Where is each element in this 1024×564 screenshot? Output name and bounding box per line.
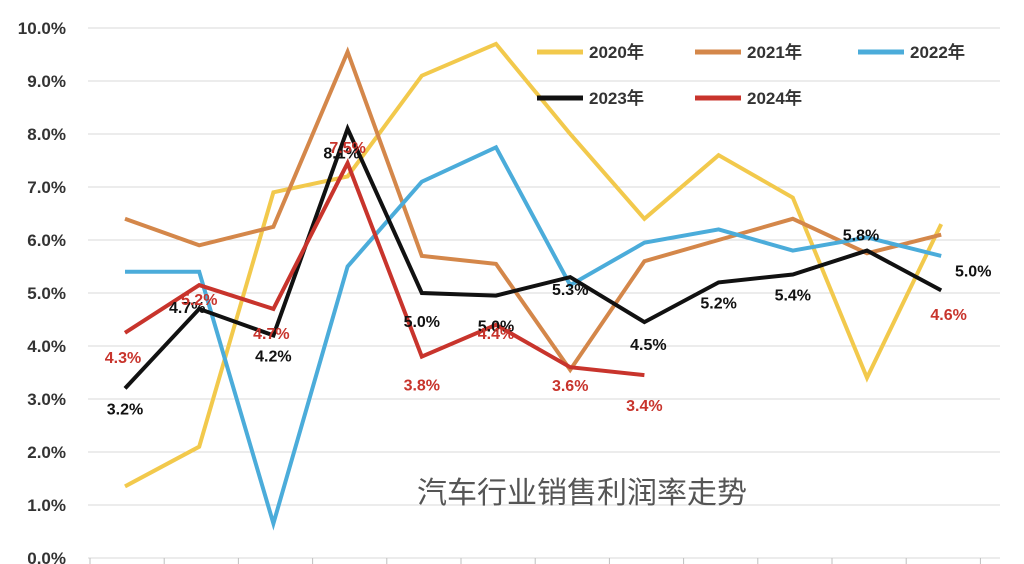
data-label: 5.0%: [955, 263, 991, 280]
y-tick-label: 1.0%: [27, 496, 66, 515]
y-tick-label: 2.0%: [27, 443, 66, 462]
data-label: 4.7%: [253, 326, 289, 343]
legend-entry: 2022年: [910, 42, 965, 62]
data-label: 5.4%: [775, 287, 811, 304]
y-tick-label: 7.0%: [27, 178, 66, 197]
data-label: 3.8%: [404, 378, 440, 395]
legend-entry: 2024年: [747, 88, 802, 108]
series-lines: [123, 41, 944, 531]
data-labels: 3.2% 4.7% 4.2% 8.1% 5.0% 5.0% 5.3% 4.5% 5.2% 5.4%…: [105, 140, 992, 418]
data-label: 4.2%: [255, 348, 291, 365]
data-label: 4.5%: [630, 337, 666, 354]
y-tick-label: 6.0%: [27, 231, 66, 250]
y-tick-label: 9.0%: [27, 72, 66, 91]
data-label: 5.2%: [700, 295, 736, 312]
data-label: 3.6%: [552, 378, 588, 395]
chart-title: 汽车行业销售利润率走势: [417, 476, 747, 511]
legend-entry: 2021年: [747, 42, 802, 62]
y-tick-label: 3.0%: [27, 390, 66, 409]
data-label: 4.4%: [478, 326, 514, 343]
data-label: 5.2%: [181, 292, 217, 309]
y-axis: 0.0% 1.0% 2.0% 3.0% 4.0% 5.0% 6.0% 7.0% 8.0% 9.0%…: [18, 19, 66, 564]
data-label: 5.0%: [404, 314, 440, 331]
y-tick-label: 4.0%: [27, 337, 66, 356]
annotation-label: 4.6%: [930, 307, 966, 324]
data-label: 5.0%: [478, 319, 514, 336]
series-line-2020年: [124, 41, 944, 489]
data-label: 3.4%: [626, 398, 662, 415]
data-label: 5.8%: [843, 228, 879, 245]
data-label: 4.3%: [105, 350, 141, 367]
series-line-2022年: [125, 144, 942, 531]
y-tick-label: 5.0%: [27, 284, 66, 303]
series-line-2021年: [124, 46, 942, 374]
series-line-2023年: [123, 123, 943, 390]
data-label: 3.2%: [107, 401, 143, 418]
legend-entry: 2023年: [589, 88, 644, 108]
legend-entry: 2020年: [589, 42, 644, 62]
data-label: 7.5%: [329, 140, 365, 157]
series-line-2024年: [123, 158, 645, 378]
legend: 2020年 2021年 2022年 2023年 2024年: [537, 42, 965, 108]
y-tick-label: 10.0%: [18, 19, 66, 38]
y-tick-label: 8.0%: [27, 125, 66, 144]
data-label: 8.1%: [323, 146, 359, 163]
y-tick-label: 0.0%: [27, 549, 66, 564]
data-label: 5.3%: [552, 282, 588, 299]
data-label: 4.7%: [169, 300, 205, 317]
gridlines: [88, 27, 1000, 564]
